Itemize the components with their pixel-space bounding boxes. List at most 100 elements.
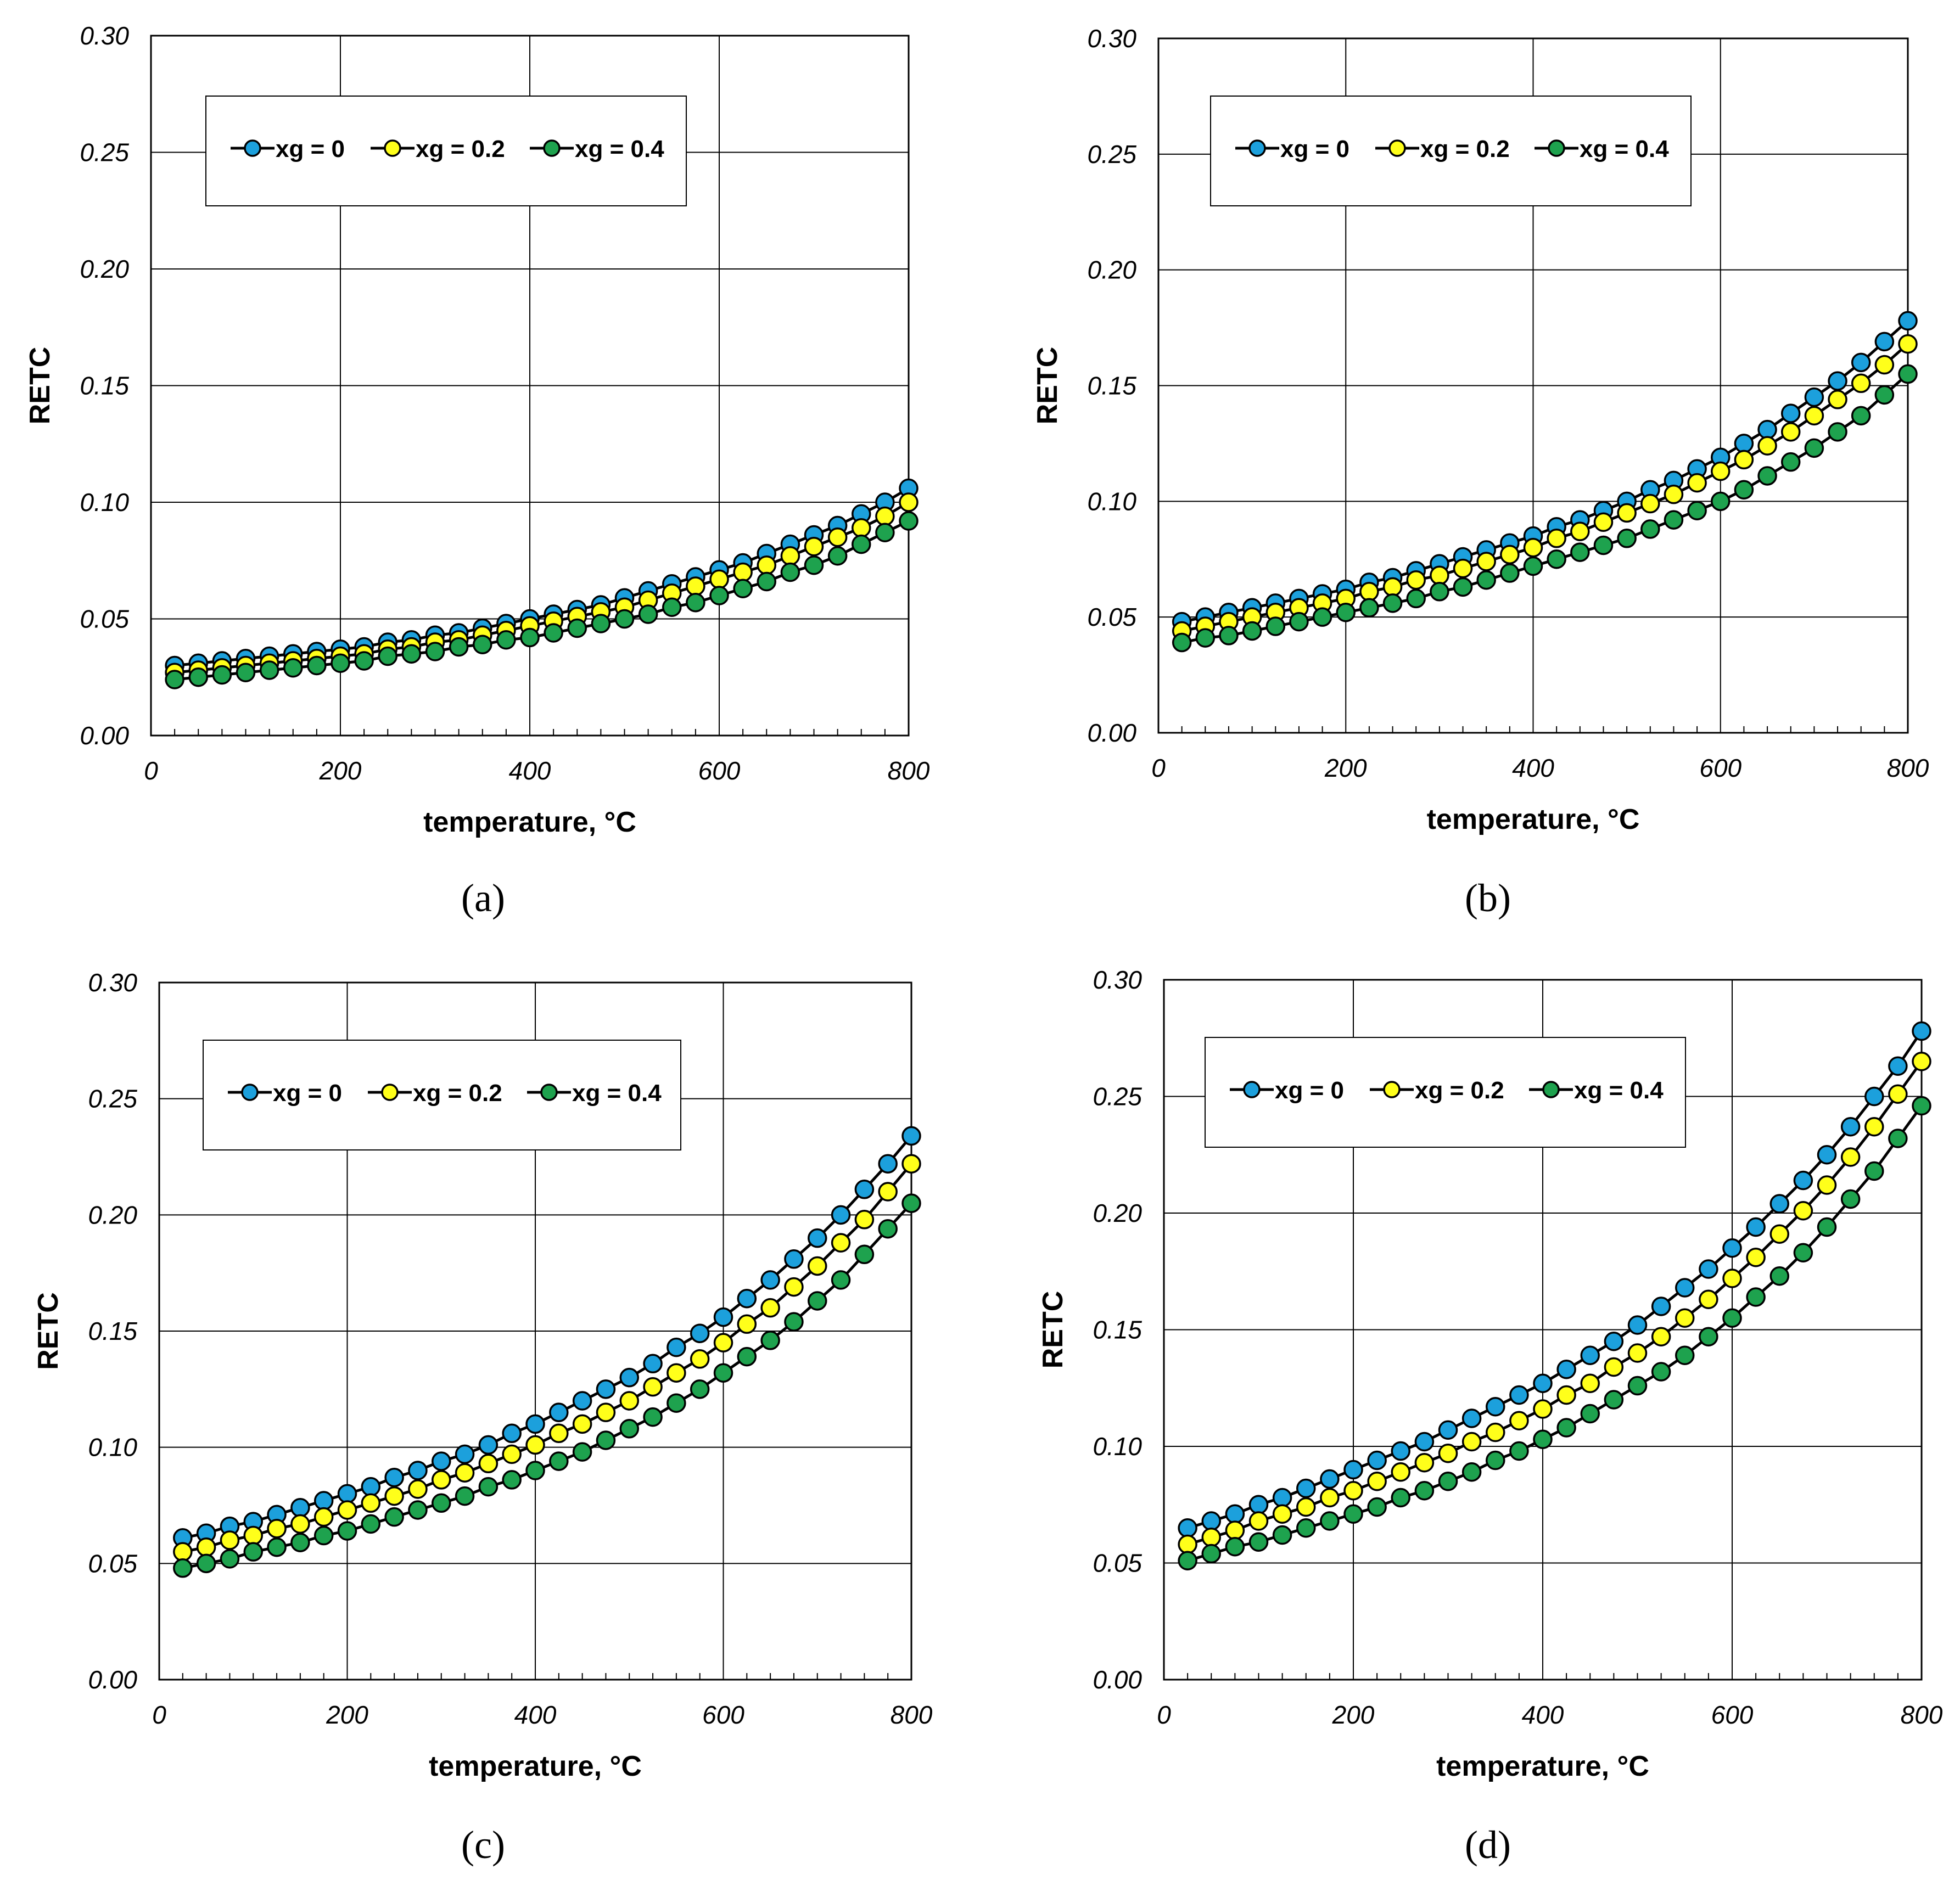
x-axis-label: temperature, °C [429,1750,642,1782]
data-point-xg02 [1898,334,1918,354]
legend-box [1210,96,1692,206]
data-point-xg04 [1840,1189,1861,1209]
data-point-xg0 [690,1323,710,1343]
data-point-xg0 [1817,1145,1837,1165]
data-point-xg02 [1757,436,1777,456]
y-tick-label: 0.20 [1093,1199,1142,1227]
data-point-xg04 [1780,452,1801,472]
x-axis-label: temperature, °C [1427,804,1640,835]
data-point-xg04 [1248,1532,1269,1552]
data-point-xg0 [455,1444,475,1464]
data-point-xg04 [1675,1345,1695,1365]
panel-label: (c) [461,1823,505,1867]
data-point-xg02 [1500,545,1520,565]
data-point-xg04 [496,630,516,650]
data-point-xg04 [455,1486,475,1506]
data-point-xg04 [1523,556,1543,576]
data-point-xg0 [784,1249,804,1269]
data-point-xg02 [1780,422,1801,442]
legend-label-xg04: xg = 0.4 [1574,1077,1664,1104]
data-point-xg0 [1580,1345,1600,1365]
data-point-xg0 [1225,1504,1245,1524]
data-point-xg0 [1248,1495,1269,1514]
data-point-xg0 [1874,332,1895,352]
data-point-xg04 [667,1393,686,1413]
data-point-xg02 [1627,1343,1648,1363]
data-point-xg04 [1296,1518,1316,1538]
data-point-xg02 [1272,1504,1292,1524]
data-point-xg04 [808,1291,827,1311]
data-point-xg04 [1888,1129,1908,1148]
data-point-xg04 [614,609,635,629]
data-point-xg02 [852,518,871,538]
data-point-xg04 [525,1461,545,1480]
data-point-xg02 [1874,355,1895,375]
data-point-xg04 [1486,1450,1505,1471]
data-point-xg04 [1289,611,1309,632]
data-point-xg04 [220,1549,240,1569]
data-point-xg0 [1722,1238,1742,1258]
data-point-xg0 [432,1451,451,1471]
data-point-xg04 [1651,1362,1671,1382]
data-point-xg04 [212,665,232,685]
legend: xg = 0 xg = 0.2 xg = 0.4 [1205,1037,1686,1148]
chart-panel-c: 0.00 0.05 0.10 0.15 0.20 0.25 0.30 0 200 400 600 80… [32,968,933,1867]
data-point-xg04 [713,1363,733,1383]
data-point-xg0 [667,1337,686,1357]
data-point-xg02 [1523,537,1543,558]
data-point-xg02 [243,1525,263,1546]
data-point-xg04 [449,637,469,657]
data-point-xg02 [667,1363,686,1383]
data-point-xg02 [1651,1327,1671,1346]
data-point-xg04 [1509,1441,1529,1461]
data-point-xg02 [220,1530,240,1550]
legend-box [205,96,687,206]
data-point-xg04 [733,579,753,598]
data-point-xg04 [1864,1161,1884,1181]
data-point-xg02 [361,1493,381,1513]
data-point-xg04 [1828,422,1847,442]
data-point-xg04 [901,1193,921,1213]
data-point-xg02 [827,527,848,547]
data-point-xg0 [478,1435,499,1455]
chart-panel-b: 0.00 0.05 0.10 0.15 0.20 0.25 0.30 0 200 400 600 80… [1032,24,1929,920]
data-point-xg0 [1604,1332,1624,1351]
data-point-xg04 [1382,593,1403,613]
data-point-xg04 [401,644,422,664]
data-point-xg04 [757,571,776,592]
legend-label-xg0: xg = 0 [1280,136,1349,162]
x-tick-label: 400 [514,1700,557,1729]
data-point-xg0 [1888,1056,1908,1076]
data-point-xg02 [1570,521,1590,541]
data-point-xg04 [1640,519,1660,539]
data-point-xg02 [1604,1357,1624,1377]
data-point-xg0 [408,1461,428,1480]
data-point-xg02 [196,1537,216,1557]
data-point-xg02 [899,492,919,512]
data-point-xg04 [432,1493,451,1513]
data-point-xg02 [854,1210,875,1230]
data-point-xg04 [1500,563,1520,583]
data-point-xg04 [567,618,587,638]
x-tick-label: 400 [509,756,551,785]
data-point-xg02 [502,1444,522,1464]
data-point-xg02 [1225,1520,1245,1540]
data-point-xg0 [831,1205,851,1225]
data-point-xg04 [1312,607,1332,627]
data-point-xg04 [760,1331,780,1350]
data-point-xg0 [1757,419,1777,440]
data-point-xg04 [1793,1243,1813,1262]
data-point-xg04 [1604,1390,1624,1410]
data-point-xg04 [1391,1488,1410,1508]
y-tick-label: 0.30 [1093,966,1142,994]
legend-marker-xg02 [384,139,401,157]
data-point-xg04 [1757,466,1777,486]
data-point-xg02 [1864,1117,1884,1137]
data-point-xg02 [808,1256,827,1276]
data-point-xg02 [1430,565,1449,586]
x-tick-label: 800 [888,756,930,785]
data-point-xg02 [1664,484,1684,504]
x-tick-label: 0 [152,1700,166,1729]
data-point-xg0 [1201,1511,1221,1531]
data-point-xg04 [1898,364,1918,384]
